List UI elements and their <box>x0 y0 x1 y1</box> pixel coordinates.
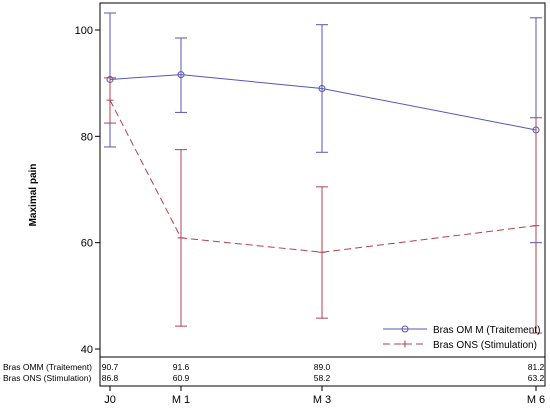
series-line <box>109 99 537 253</box>
table-value: 81.2 <box>528 362 545 372</box>
data-point <box>106 96 114 104</box>
y-tick-label: 100 <box>75 25 93 37</box>
y-axis-label: Maximal pain <box>28 164 39 227</box>
legend-marker <box>401 325 409 333</box>
axes: 40 60 80 100 J0 M 1 M 3 M 6 <box>75 25 546 406</box>
legend: Bras OM M (Traitement) Bras ONS (Stimulat… <box>383 325 540 351</box>
series-2 <box>104 77 542 334</box>
table-row-label: Bras OMM (Traitement) <box>3 362 92 372</box>
table-value: 86.8 <box>102 373 119 383</box>
y-tick-label: 60 <box>81 238 93 250</box>
table-value: 60.9 <box>173 373 190 383</box>
error-bar <box>175 37 187 113</box>
x-tick-label: J0 <box>104 394 116 406</box>
y-tick-label: 80 <box>81 131 93 143</box>
legend-label: Bras OM M (Traitement) <box>433 325 540 336</box>
data-point <box>318 248 326 256</box>
error-bar <box>316 24 328 153</box>
y-tick-label: 40 <box>81 344 93 356</box>
table-value: 89.0 <box>314 362 331 372</box>
x-tick-label: M 1 <box>172 394 190 406</box>
value-table: Bras OMM (Traitement) 90.7 91.6 89.0 81.2 Bra… <box>3 362 545 383</box>
legend-label: Bras ONS (Stimulation) <box>433 340 537 351</box>
data-point <box>318 84 326 92</box>
data-point <box>532 222 540 230</box>
table-value: 90.7 <box>102 362 119 372</box>
data-point <box>177 71 185 79</box>
series-1 <box>104 12 542 244</box>
legend-item: Bras ONS (Stimulation) <box>383 340 537 351</box>
table-row-label: Bras ONS (Stimulation) <box>3 373 91 383</box>
legend-item: Bras OM M (Traitement) <box>383 325 540 336</box>
x-tick-label: M 3 <box>313 394 331 406</box>
x-tick-label: M 6 <box>527 394 545 406</box>
table-value: 58.2 <box>314 373 331 383</box>
series-group <box>104 12 542 334</box>
table-value: 63.2 <box>528 373 545 383</box>
series-line <box>109 74 537 131</box>
table-value: 91.6 <box>173 362 190 372</box>
data-point <box>177 234 185 242</box>
